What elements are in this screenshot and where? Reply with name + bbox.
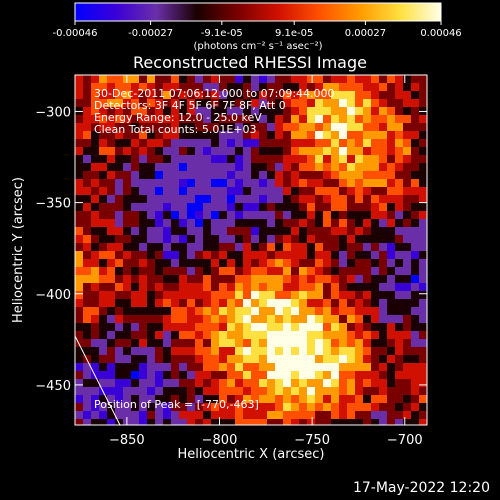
colorbar-tick-label: -0.00046 [53, 28, 98, 39]
colorbar-tick-label: -9.1e-05 [201, 28, 243, 39]
timestamp-footer: 17-May-2022 12:20 [352, 480, 490, 496]
y-tick-label: −450 [35, 379, 71, 394]
colorbar-tick-label: 9.1e-05 [275, 28, 313, 39]
x-tick-label: −800 [202, 433, 238, 448]
colorbar-tick-label: 0.00027 [345, 28, 386, 39]
heatmap-image [75, 75, 427, 425]
x-tick-label: −850 [109, 433, 145, 448]
x-axis: −850 −800 −750 −700 [109, 75, 423, 448]
peak-position-label: Position of Peak = [-770,-463] [94, 398, 259, 411]
info-line-counts: Clean Total counts: 5.01E+03 [94, 123, 257, 136]
solar-limb-line [74, 335, 121, 426]
colorbar-ticks: -0.00046 -0.00027 -9.1e-05 9.1e-05 0.00027 0.… [53, 21, 462, 39]
plot-frame [74, 74, 428, 426]
x-axis-label: Heliocentric X (arcsec) [178, 447, 325, 462]
observation-info: 30-Dec-2011 07:06:12.000 to 07:09:44.000… [94, 87, 335, 136]
colorbar-tick-label: -0.00027 [128, 28, 173, 39]
y-axis-label: Heliocentric Y (arcsec) [11, 177, 26, 323]
colorbar-units: (photons cm⁻² s⁻¹ asec⁻²) [193, 41, 322, 52]
y-tick-label: −400 [35, 288, 71, 303]
x-tick-label: −750 [294, 433, 330, 448]
x-tick-label: −700 [387, 433, 423, 448]
colorbar [74, 2, 442, 22]
y-tick-label: −300 [35, 105, 71, 120]
info-line-time: 30-Dec-2011 07:06:12.000 to 07:09:44.000 [94, 87, 335, 100]
chart-title: Reconstructed RHESSI Image [133, 53, 367, 72]
colorbar-tick-label: 0.00046 [420, 28, 461, 39]
info-line-energy: Energy Range: 12.0 - 25.0 keV [94, 111, 262, 124]
y-axis: −300 −350 −400 −450 [35, 105, 427, 394]
y-tick-label: −350 [35, 197, 71, 212]
info-line-detectors: Detectors: 3F 4F 5F 6F 7F 8F, Att 0 [94, 99, 286, 112]
